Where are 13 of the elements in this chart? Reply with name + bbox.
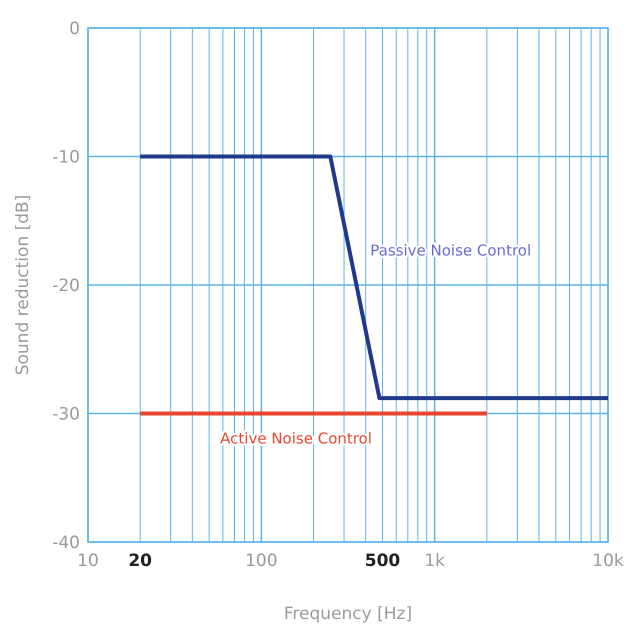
y-tick-label: -40 — [52, 533, 80, 553]
x-tick-label: 10k — [592, 551, 624, 571]
x-tick-label: 10 — [77, 551, 99, 571]
y-tick-label: 0 — [69, 19, 80, 39]
x-tick-label: 100 — [245, 551, 278, 571]
x-axis-title: Frequency [Hz] — [284, 604, 412, 624]
x-tick-label: 1k — [424, 551, 446, 571]
x-tick-label: 20 — [128, 551, 152, 571]
x-tick-label: 500 — [364, 551, 400, 571]
y-tick-label: -20 — [52, 276, 80, 296]
y-tick-label: -30 — [52, 404, 80, 424]
y-tick-label: -10 — [52, 148, 80, 168]
y-axis-title: Sound reduction [dB] — [13, 194, 33, 376]
